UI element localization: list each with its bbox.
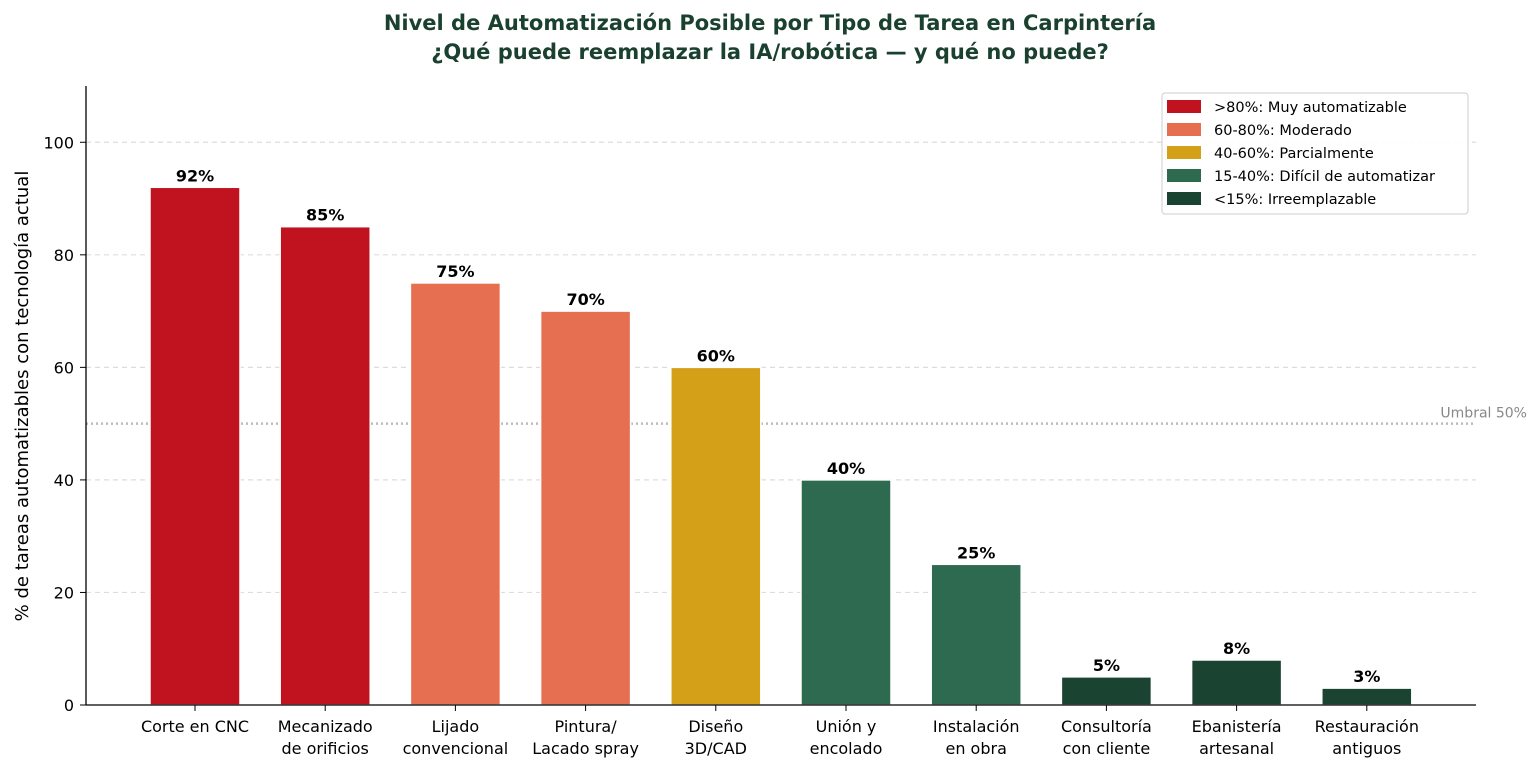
x-tick-label: de orificios <box>282 739 369 758</box>
legend-label: <15%: Irreemplazable <box>1214 192 1376 208</box>
chart-title-line-1: Nivel de Automatización Posible por Tipo… <box>383 11 1157 35</box>
gridlines <box>86 141 1476 594</box>
x-tick-label: Ebanistería <box>1192 717 1282 736</box>
x-tick-label: Consultoría <box>1061 717 1152 736</box>
legend-swatch <box>1167 123 1201 136</box>
x-tick-label: Diseño <box>688 717 743 736</box>
legend-item[interactable]: 15-40%: Difícil de automatizar <box>1167 169 1435 185</box>
legend-label: 40-60%: Parcialmente <box>1214 146 1374 162</box>
x-tick-label: Restauración <box>1315 717 1419 736</box>
y-tick-label: 60 <box>54 358 74 377</box>
legend-item[interactable]: >80%: Muy automatizable <box>1167 100 1407 116</box>
chart-title-line-2: ¿Qué puede reemplazar la IA/robótica — y… <box>431 40 1109 64</box>
bar-value-label: 85% <box>306 206 344 225</box>
x-tick-label: antiguos <box>1332 739 1401 758</box>
legend-item[interactable]: 40-60%: Parcialmente <box>1167 146 1374 162</box>
legend-swatch <box>1167 146 1201 159</box>
bar[interactable] <box>670 366 762 706</box>
bar[interactable] <box>1060 676 1153 706</box>
bar[interactable] <box>1321 687 1413 706</box>
y-tick-label: 40 <box>54 471 74 490</box>
legend-item[interactable]: <15%: Irreemplazable <box>1167 192 1376 208</box>
legend-swatch <box>1167 192 1201 205</box>
x-tick-label: Corte en CNC <box>141 717 249 736</box>
legend-swatch <box>1167 100 1201 113</box>
y-tick-label: 0 <box>64 696 74 715</box>
bar-value-label: 5% <box>1093 656 1120 675</box>
x-tick-label: en obra <box>945 739 1006 758</box>
legend-label: 60-80%: Moderado <box>1214 123 1352 139</box>
bar-value-label: 92% <box>176 166 214 185</box>
legend-label: 15-40%: Difícil de automatizar <box>1214 169 1435 185</box>
bar[interactable] <box>409 282 502 706</box>
x-tick-label: Lacado spray <box>532 739 639 758</box>
bar[interactable] <box>279 225 371 706</box>
bar-value-label: 8% <box>1223 639 1250 658</box>
x-tick-label: artesanal <box>1199 739 1274 758</box>
bar-value-label: 3% <box>1353 667 1380 686</box>
x-tick-label: con cliente <box>1063 739 1151 758</box>
legend-box <box>1161 92 1469 215</box>
x-tick-label: Pintura/ <box>555 717 618 736</box>
y-tick-label: 100 <box>43 133 74 152</box>
x-tick-label: 3D/CAD <box>685 739 747 758</box>
x-tick-label: Mecanizado <box>278 717 373 736</box>
legend-label: >80%: Muy automatizable <box>1214 100 1407 116</box>
x-tick-label: Unión y <box>816 717 877 736</box>
legend-item[interactable]: 60-80%: Moderado <box>1167 123 1352 139</box>
bar[interactable] <box>930 563 1022 706</box>
threshold-label: Umbral 50% <box>1440 406 1527 422</box>
bar-value-label: 25% <box>957 543 995 562</box>
x-tick-label: convencional <box>403 739 509 758</box>
bars <box>149 186 1413 706</box>
bar-value-label: 70% <box>566 290 604 309</box>
bar[interactable] <box>539 310 632 706</box>
x-tick-label: Lijado <box>432 717 480 736</box>
y-tick-label: 20 <box>54 583 74 602</box>
x-tick-label: encolado <box>810 739 883 758</box>
bar-value-label: 60% <box>697 346 735 365</box>
bar[interactable] <box>1190 659 1283 706</box>
axes: Corte en CNC Mecanizado de orificios Lijado… <box>12 86 1476 758</box>
bar[interactable] <box>149 186 241 706</box>
value-labels: 92% 85% 75% 70% 60% 40% 25% 5% 8% 3% <box>176 166 1381 686</box>
legend-swatch <box>1167 169 1201 182</box>
bar[interactable] <box>800 479 892 706</box>
legend[interactable]: >80%: Muy automatizable 60-80%: Moderado 4… <box>1161 92 1469 215</box>
y-tick-label: 80 <box>54 246 74 265</box>
y-axis-label: % de tareas automatizables con tecnologí… <box>12 171 33 622</box>
x-tick-label: Instalación <box>933 717 1020 736</box>
bar-value-label: 75% <box>436 262 474 281</box>
bar-value-label: 40% <box>827 459 865 478</box>
